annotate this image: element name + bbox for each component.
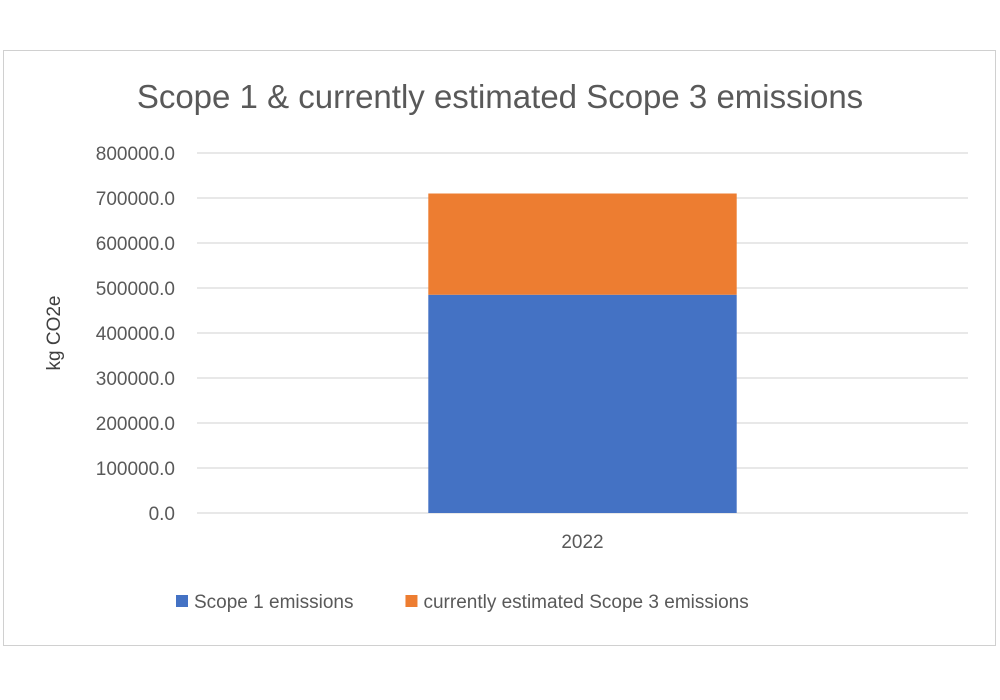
y-tick-label: 700000.0 bbox=[96, 189, 175, 210]
x-tick-label: 2022 bbox=[561, 532, 603, 553]
legend-label-series-2: currently estimated Scope 3 emissions bbox=[423, 592, 748, 613]
y-tick-label: 0.0 bbox=[149, 504, 175, 525]
x-axis-ticks: 2022 bbox=[561, 532, 603, 553]
y-tick-label: 400000.0 bbox=[96, 324, 175, 345]
y-tick-label: 100000.0 bbox=[96, 459, 175, 480]
y-axis-label: kg CO2e bbox=[44, 296, 65, 371]
legend-label-series-1: Scope 1 emissions bbox=[194, 592, 353, 613]
legend: Scope 1 emissions currently estimated Sco… bbox=[176, 592, 749, 613]
y-tick-label: 200000.0 bbox=[96, 414, 175, 435]
y-tick-label: 600000.0 bbox=[96, 234, 175, 255]
legend-swatch-series-2 bbox=[405, 595, 418, 607]
y-tick-label: 800000.0 bbox=[96, 144, 175, 165]
legend-swatch-series-1 bbox=[176, 595, 188, 607]
y-tick-label: 300000.0 bbox=[96, 369, 175, 390]
bars bbox=[428, 193, 737, 513]
chart-title: Scope 1 & currently estimated Scope 3 em… bbox=[137, 78, 863, 115]
bar-segment-series-2 bbox=[428, 193, 737, 295]
y-axis-ticks: 0.0 100000.0 200000.0 300000.0 400000.0 50000… bbox=[96, 144, 175, 525]
bar-segment-series-1 bbox=[428, 294, 737, 513]
y-tick-label: 500000.0 bbox=[96, 279, 175, 300]
